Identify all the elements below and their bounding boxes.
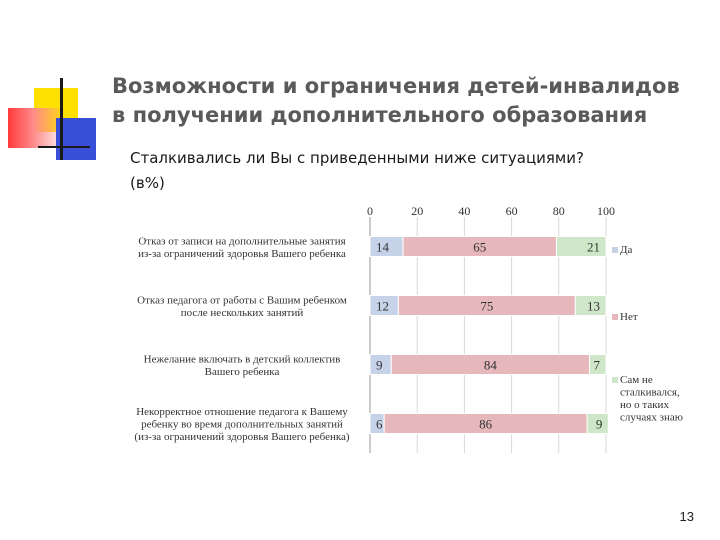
category-labels: Отказ от записи на дополнительные заняти…	[134, 235, 350, 443]
x-tick-label: 100	[597, 204, 615, 218]
data-label: 86	[479, 417, 493, 432]
category-label-line: Вашего ребенка	[205, 366, 280, 378]
bar-segment	[586, 413, 609, 434]
legend-label: Да	[620, 244, 633, 256]
legend-label: Нет	[620, 311, 638, 323]
data-label: 9	[376, 358, 383, 373]
category-label: Отказ педагога от работы с Вашим ребенко…	[137, 294, 347, 319]
data-label: 65	[473, 240, 486, 255]
category-label-line: ребенку во время дополнительных занятий	[141, 419, 343, 431]
legend-swatch	[612, 247, 618, 253]
decor-horizontal-line	[38, 146, 90, 148]
bar-row: 12 75 13	[369, 295, 607, 316]
legend-label-line: Да	[620, 244, 633, 256]
data-label: 84	[484, 358, 498, 373]
slide-subtitle: Сталкивались ли Вы с приведенными ниже с…	[130, 146, 610, 196]
chart-legend: Да Нет Сам не сталкивался, но о таких случаях…	[612, 244, 683, 424]
slide-title-line-1: Возможности и ограничения детей-инвалидо…	[112, 74, 680, 98]
legend-label-line: но о таких	[620, 399, 669, 411]
bar-row: 9 84 7	[369, 354, 607, 375]
x-tick-label: 40	[458, 204, 470, 218]
category-label: Некорректное отношение педагога к Вашему…	[134, 406, 350, 443]
category-label-line: Некорректное отношение педагога к Вашему	[136, 406, 348, 418]
data-label: 12	[376, 299, 389, 314]
bar-row: 14 65 21	[369, 236, 607, 257]
decor-red-square	[8, 108, 64, 148]
x-tick-label: 80	[553, 204, 565, 218]
bar-segment	[588, 354, 607, 375]
legend-label-line: Нет	[620, 311, 638, 323]
bar-segment	[555, 236, 607, 257]
slide-title-line-2: в получении дополнительного образования	[112, 103, 648, 127]
legend-label-line: случаях знаю	[620, 412, 683, 424]
chart-bars: 14 65 21 12 75 13 9 84 7 6 86 9	[369, 236, 609, 434]
category-label-line: Отказ от записи на дополнительные заняти…	[138, 235, 345, 247]
slide-subtitle-line-2: (в%)	[130, 174, 165, 192]
data-label: 75	[480, 299, 493, 314]
category-label-line: после нескольких занятий	[181, 307, 304, 319]
data-label: 6	[376, 417, 383, 432]
legend-label-line: Сам не	[620, 374, 653, 386]
legend-swatch	[612, 377, 618, 383]
data-label: 21	[587, 240, 600, 255]
bar-segment	[574, 295, 607, 316]
category-label-line: из-за ограничений здоровья Вашего ребенк…	[138, 248, 346, 260]
slide-subtitle-line-1: Сталкивались ли Вы с приведенными ниже с…	[130, 149, 584, 167]
category-label: Отказ от записи на дополнительные заняти…	[138, 235, 346, 260]
data-label: 9	[596, 417, 603, 432]
decor-vertical-line	[60, 78, 63, 160]
x-tick-label: 60	[506, 204, 518, 218]
slide-title: Возможности и ограничения детей-инвалидо…	[112, 72, 712, 130]
page-number: 13	[679, 509, 694, 524]
legend-swatch	[612, 314, 618, 320]
legend-label-line: сталкивался,	[620, 387, 680, 399]
category-label-line: Нежелание включать в детский коллектив	[144, 353, 341, 365]
x-axis-ticks: 0 20 40 60 80 100	[367, 204, 615, 218]
x-tick-label: 0	[367, 204, 373, 218]
data-label: 7	[594, 358, 601, 373]
data-label: 13	[587, 299, 600, 314]
legend-label: Сам не сталкивался, но о таких случаях знаю	[620, 374, 683, 424]
stacked-bar-chart: 0 20 40 60 80 100 Отказ от записи на дополнит…	[134, 204, 683, 453]
category-label-line: Отказ педагога от работы с Вашим ребенко…	[137, 294, 347, 306]
x-tick-label: 20	[411, 204, 423, 218]
category-label-line: (из-за ограничений здоровья Вашего ребен…	[134, 431, 350, 443]
bar-row: 6 86 9	[369, 413, 609, 434]
category-label: Нежелание включать в детский коллектив Ва…	[144, 353, 341, 378]
data-label: 14	[376, 240, 390, 255]
